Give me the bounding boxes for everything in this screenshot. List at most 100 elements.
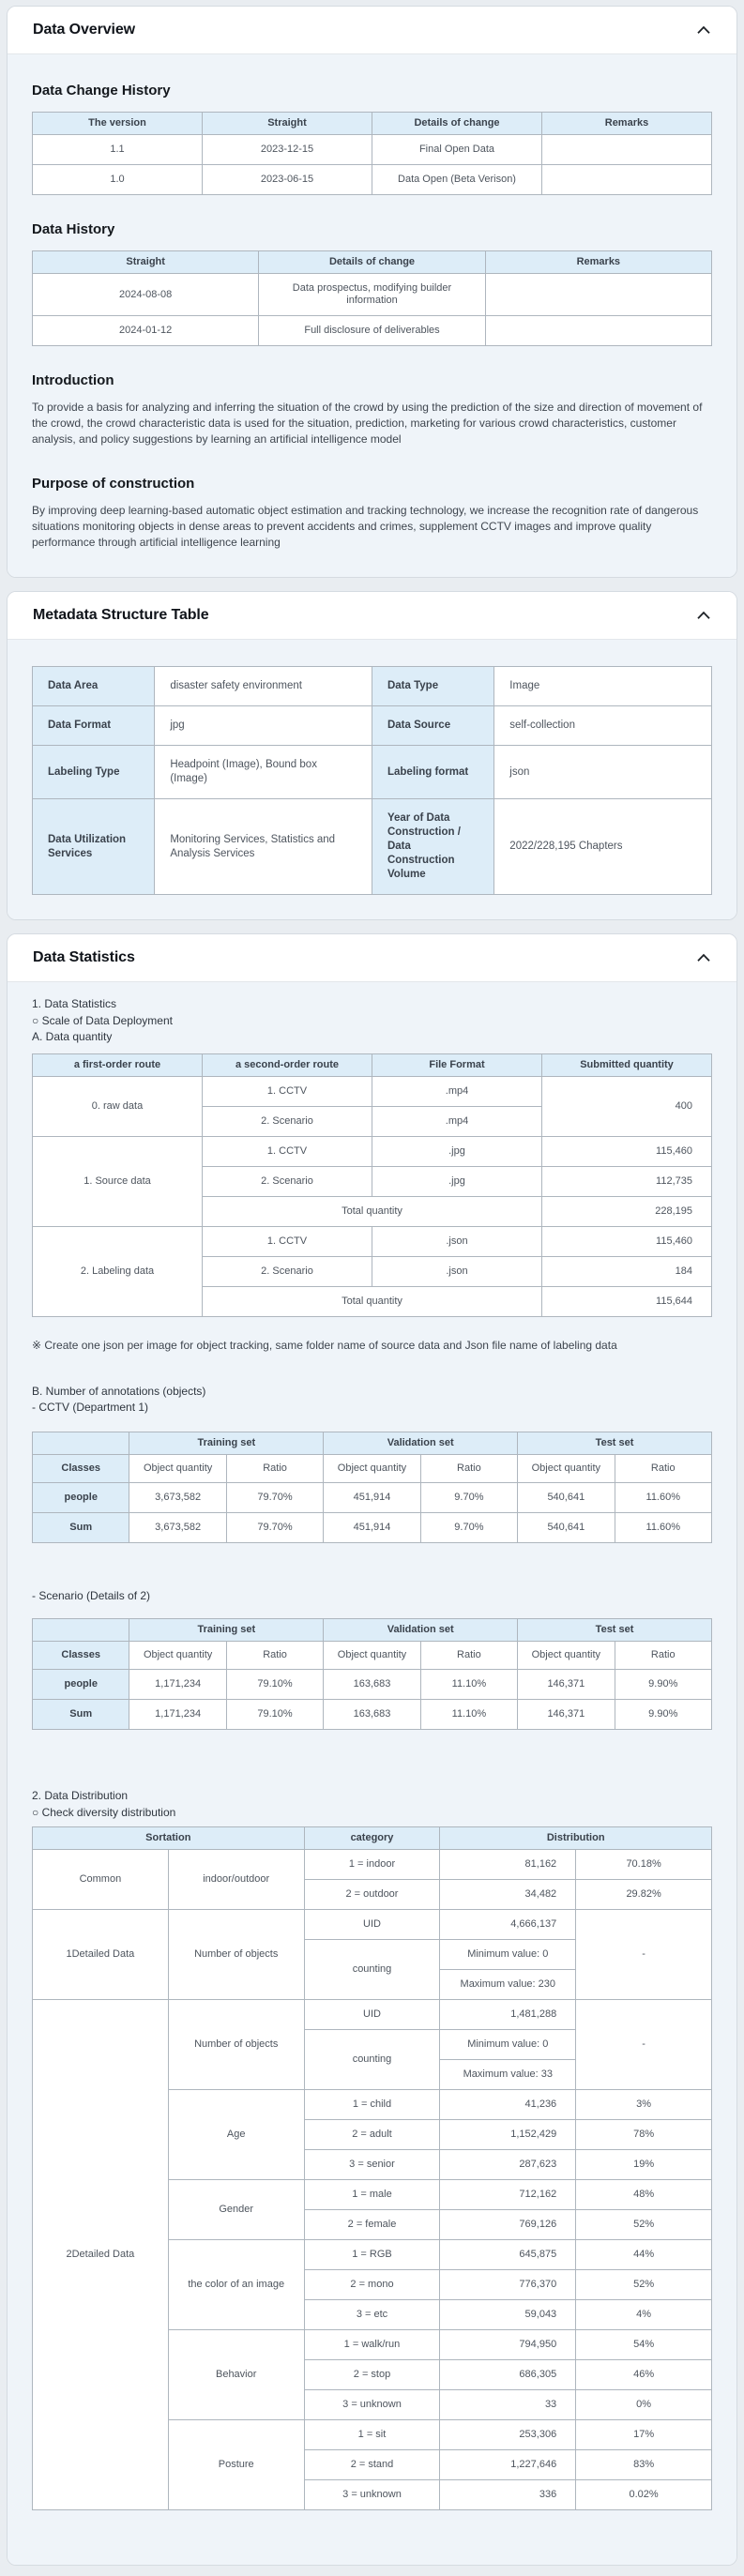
meta-value: Headpoint (Image), Bound box (Image) (154, 745, 372, 799)
table-row: Sum 1,171,234 79.10% 163,683 11.10% 146,… (31, 1699, 713, 1730)
cell-count: Maximum value: 33 (439, 2059, 577, 2090)
table-row: 3 = etc 59,043 4% (33, 2299, 712, 2330)
cell-percent: 78% (575, 2119, 712, 2150)
cell-count: 59,043 (439, 2299, 577, 2330)
cell-count: 776,370 (439, 2269, 577, 2300)
cell-percent: 44% (575, 2239, 712, 2270)
column-subheader: Object quantity (323, 1641, 421, 1670)
metadata-table: Data Area disaster safety environment Da… (31, 666, 712, 895)
cell-value: 79.10% (225, 1669, 325, 1700)
column-header (31, 1618, 130, 1642)
table-row: 2 = stand 1,227,646 83% (33, 2449, 712, 2480)
column-subheader: Object quantity (323, 1453, 421, 1483)
table-row: 2. Labeling data 1. CCTV .json 115,460 (32, 1225, 712, 1317)
column-header: Straight (31, 250, 260, 274)
cell-category: 1 = indoor (303, 1849, 441, 1880)
stats-line: 1. Data Statistics (32, 997, 117, 1010)
cell-format: .mp4 (372, 1075, 542, 1107)
cell-sortation: 2Detailed Data (32, 1999, 169, 2510)
cell-value: 9.70% (419, 1481, 519, 1513)
metadata-body: Data Area disaster safety environment Da… (8, 640, 736, 919)
scenario-label: - Scenario (Details of 2) (32, 1588, 151, 1602)
data-overview-header[interactable]: Data Overview (8, 7, 736, 54)
cell-value: 11.10% (419, 1699, 519, 1730)
cell-total-label: Total quantity (202, 1285, 542, 1317)
cctv-annotations-table: Training set Validation set Test set Cla… (31, 1431, 713, 1543)
cell-percent: 52% (575, 2269, 712, 2300)
table-row: Maximum value: 33 (33, 2059, 712, 2090)
table-row: 2. Scenario .jpg 112,735 (33, 1165, 712, 1197)
table-row: Data Format jpg Data Source self-collect… (31, 705, 712, 746)
cctv-label: - CCTV (Department 1) (32, 1401, 149, 1414)
column-header-classes: Classes (31, 1641, 130, 1670)
cell-category: 2 = stop (303, 2359, 441, 2390)
cell-category: UID (303, 1999, 441, 2030)
cell-count: Maximum value: 230 (439, 1969, 577, 2000)
cell-route: 1. Source data (32, 1135, 203, 1227)
cell-count: 794,950 (439, 2329, 577, 2360)
cell-date: 2023-06-15 (202, 164, 372, 195)
chevron-up-icon[interactable] (696, 953, 711, 962)
cell-group: Number of objects (167, 1909, 305, 2000)
cell-detail: Final Open Data (372, 134, 542, 165)
table-row: 2 = outdoor 34,482 29.82% (33, 1879, 712, 1910)
cell-count: 4,666,137 (439, 1909, 577, 1940)
scenario-annotations-table: Training set Validation set Test set Cla… (31, 1618, 713, 1730)
cell-count: 336 (439, 2479, 577, 2510)
cell-count: 1,481,288 (439, 1999, 577, 2030)
cell-value: 11.60% (614, 1511, 713, 1543)
table-row: 2 = stop 686,305 46% (33, 2359, 712, 2390)
cell-percent: 0.02% (575, 2479, 712, 2510)
cell-category: 2 = outdoor (303, 1879, 441, 1910)
table-row: 2. Scenario .json 184 (33, 1255, 712, 1287)
chevron-up-icon[interactable] (696, 25, 711, 35)
column-header: a first-order route (32, 1053, 203, 1077)
chevron-up-icon[interactable] (696, 611, 711, 620)
cell-detail: Full disclosure of deliverables (258, 315, 486, 346)
column-header: The version (32, 112, 203, 135)
cell-category: UID (303, 1909, 441, 1940)
meta-label: Data Format (31, 705, 156, 746)
column-subheader: Ratio (419, 1453, 519, 1483)
cell-remarks (484, 273, 713, 316)
table-row: 3 = unknown 33 0% (33, 2389, 712, 2420)
data-statistics-body: 1. Data Statistics ○ Scale of Data Deplo… (8, 982, 736, 2565)
table-row: Common indoor/outdoor 1 = indoor 81,162 … (32, 1849, 712, 1910)
meta-value: jpg (154, 705, 372, 746)
table-row: 3 = senior 287,623 19% (33, 2149, 712, 2180)
meta-value: 2022/228,195 Chapters (493, 798, 712, 895)
table-row: 2. Scenario .mp4 (33, 1105, 712, 1137)
cell-remarks (541, 134, 712, 165)
cell-category: 2 = female (303, 2209, 441, 2240)
data-statistics-card: Data Statistics 1. Data Statistics ○ Sca… (7, 933, 737, 2566)
column-header-test: Test set (517, 1618, 712, 1642)
table-row: Labeling Type Headpoint (Image), Bound b… (31, 745, 712, 799)
table-row: 1. Source data 1. CCTV .jpg 115,460 (32, 1135, 712, 1227)
cell-category: 2 = stand (303, 2449, 441, 2480)
cell-value: 11.10% (419, 1669, 519, 1700)
table-row: 2024-08-08 Data prospectus, modifying bu… (31, 273, 713, 316)
cell-percent: 0% (575, 2389, 712, 2420)
table-row: 1.1 2023-12-15 Final Open Data (32, 134, 712, 165)
cell-sortation: 1Detailed Data (32, 1909, 169, 2000)
cell-remarks (541, 164, 712, 195)
table-row: 2 = adult 1,152,429 78% (33, 2119, 712, 2150)
data-history-table: Straight Details of change Remarks 2024-… (31, 250, 713, 346)
distribution-heading: 2. Data Distribution (32, 1789, 129, 1802)
data-statistics-title: Data Statistics (33, 949, 135, 965)
data-statistics-header[interactable]: Data Statistics (8, 934, 736, 982)
metadata-header[interactable]: Metadata Structure Table (8, 592, 736, 640)
cell-quantity: 112,735 (541, 1165, 712, 1197)
cell-date: 2024-08-08 (31, 273, 260, 316)
cell-group: Age (167, 2089, 305, 2180)
column-subheader: Ratio (614, 1641, 713, 1670)
cell-category: 3 = etc (303, 2299, 441, 2330)
column-header-classes: Classes (31, 1453, 130, 1483)
cell-category: 1 = child (303, 2089, 441, 2120)
column-subheader: Object quantity (517, 1453, 615, 1483)
cell-subroute: 1. CCTV (202, 1075, 372, 1107)
cell-percent: 54% (575, 2329, 712, 2360)
table-row: 1.0 2023-06-15 Data Open (Beta Verison) (32, 164, 712, 195)
table-row: people 1,171,234 79.10% 163,683 11.10% 1… (31, 1669, 713, 1700)
data-overview-card: Data Overview Data Change History The ve… (7, 6, 737, 578)
